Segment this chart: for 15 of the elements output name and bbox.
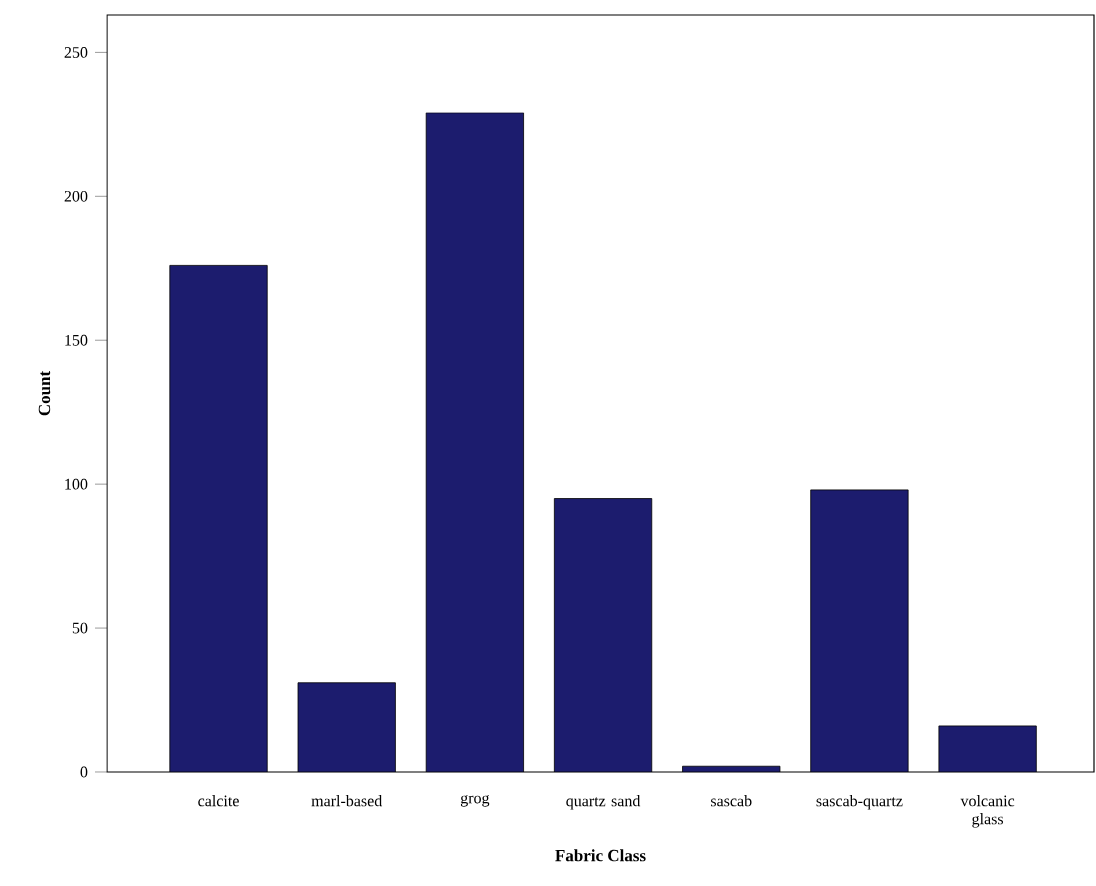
- y-axis-title: Count: [38, 370, 51, 416]
- x-axis-title: Fabric Class: [555, 849, 646, 862]
- y-tick-label: 50: [72, 622, 88, 634]
- x-tick-label: volcanic glass: [960, 795, 1015, 828]
- y-tick-label: 0: [80, 766, 88, 778]
- x-tick-label: quartz sand: [566, 795, 641, 810]
- x-tick-label: grog: [460, 795, 490, 807]
- y-tick-label: 200: [64, 190, 88, 202]
- y-tick-label: 250: [64, 47, 88, 58]
- x-tick-label: sascab-quartz: [816, 795, 903, 810]
- x-tick-label: calcite: [198, 795, 239, 807]
- y-tick-label: 100: [65, 478, 88, 490]
- x-tick-label: sascab: [711, 795, 752, 807]
- x-tick-label: marl-based: [311, 795, 383, 807]
- y-tick-label: 150: [65, 334, 88, 346]
